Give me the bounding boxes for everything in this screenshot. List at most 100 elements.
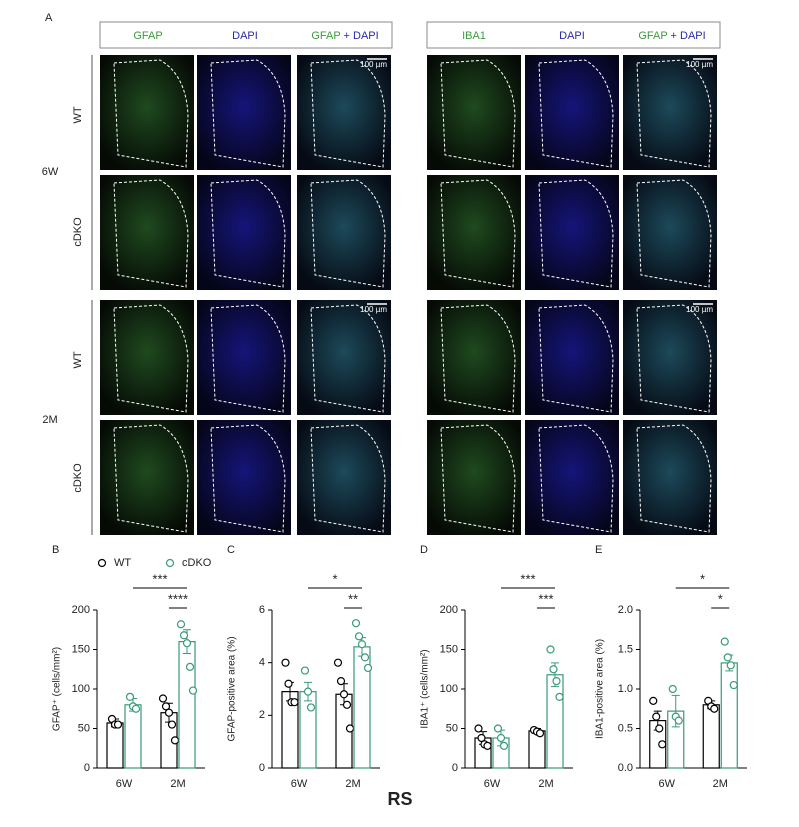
data-point [188, 686, 198, 695]
significance-label: **** [168, 591, 188, 606]
y-tick-label: 200 [440, 604, 458, 616]
row-label: cDKO [72, 463, 84, 493]
micrograph [100, 175, 194, 290]
data-point [674, 716, 683, 725]
header: GFAP [133, 30, 162, 42]
micrograph [525, 175, 619, 290]
y-tick-label: 6 [259, 604, 265, 616]
data-point [342, 700, 352, 709]
y-tick-label: 100 [440, 683, 458, 695]
data-point [360, 653, 370, 662]
micrograph [297, 55, 391, 170]
region-outline [113, 59, 189, 168]
panel-label: E [595, 544, 602, 556]
data-point [493, 724, 503, 733]
bar [528, 730, 546, 769]
data-point [125, 692, 135, 702]
data-point [336, 676, 346, 686]
significance-label: ** [348, 591, 358, 606]
bar [178, 640, 196, 769]
row-label: cDKO [72, 217, 84, 247]
data-point [655, 724, 664, 733]
y-tick-label: 1.0 [618, 683, 633, 695]
data-point [167, 720, 177, 729]
scale-bar-label: 100 µm [360, 305, 387, 314]
micrograph [623, 420, 717, 535]
y-tick-label: 1.5 [618, 643, 633, 655]
region-outline [440, 424, 516, 533]
micrograph [525, 420, 619, 535]
group-label: 6W [42, 166, 59, 178]
panel-label: B [52, 544, 59, 556]
micrograph [623, 300, 717, 415]
region-outline [636, 179, 712, 288]
y-tick-label: 0 [452, 762, 458, 774]
region-outline [210, 179, 286, 288]
y-tick-label: 150 [440, 643, 458, 655]
region-outline [636, 59, 712, 168]
data-point [284, 679, 293, 688]
data-point [552, 676, 561, 686]
header-part: + DAPI [344, 30, 379, 42]
micrograph [525, 300, 619, 415]
data-point [131, 704, 141, 713]
header: GFAP + DAPI [311, 30, 378, 42]
y-tick-label: 50 [446, 722, 458, 734]
significance-label: *** [520, 571, 535, 586]
micrograph [427, 175, 521, 290]
data-point [535, 729, 545, 738]
region-outline [538, 59, 614, 168]
y-tick-label: 50 [78, 722, 90, 734]
data-point [182, 639, 192, 648]
significance-label: * [718, 591, 723, 606]
region-outline [440, 304, 516, 413]
data-point [290, 698, 299, 707]
header-part: GFAP [311, 30, 340, 42]
bar [106, 722, 124, 769]
x-tick-label: 2M [345, 778, 360, 790]
region-outline [538, 179, 614, 288]
data-point [546, 645, 555, 654]
data-point [474, 724, 483, 733]
significance-label: *** [538, 591, 553, 606]
data-point [477, 733, 486, 743]
data-point [354, 632, 364, 641]
y-axis-label: IBA1-positive area (%) [595, 639, 606, 739]
micrograph [525, 55, 619, 170]
header: DAPI [232, 30, 258, 42]
x-tick-label: 6W [291, 778, 308, 790]
y-tick-label: 150 [72, 643, 90, 655]
x-tick-label: 2M [538, 778, 553, 790]
group-label: 2M [42, 414, 57, 426]
panel-label: A [45, 12, 53, 24]
data-point [496, 733, 506, 743]
y-tick-label: 0 [259, 762, 265, 774]
data-point [555, 692, 564, 702]
y-tick-label: 0 [84, 762, 90, 774]
data-point [176, 620, 186, 629]
y-axis-label: IBA1⁺ (cells/mm²) [420, 649, 431, 728]
y-tick-label: 200 [72, 604, 90, 616]
data-point [113, 720, 123, 729]
region-outline [538, 424, 614, 533]
data-point [179, 631, 189, 640]
header-part: + DAPI [671, 30, 706, 42]
x-tick-label: 2M [170, 778, 185, 790]
bar [720, 662, 738, 769]
significance-label: * [332, 571, 337, 586]
y-tick-label: 2 [259, 709, 265, 721]
region-outline [440, 59, 516, 168]
header-part: GFAP [638, 30, 667, 42]
micrograph [197, 420, 291, 535]
x-tick-label: 6W [484, 778, 501, 790]
y-axis-label: GFAP⁺ (cells/mm²) [52, 647, 63, 731]
micrograph [197, 175, 291, 290]
row-label: WT [72, 351, 84, 368]
data-point [363, 663, 373, 673]
x-tick-label: 6W [116, 778, 133, 790]
region-outline [310, 424, 386, 533]
header-box [426, 21, 721, 49]
legend-label: WT [114, 557, 131, 569]
